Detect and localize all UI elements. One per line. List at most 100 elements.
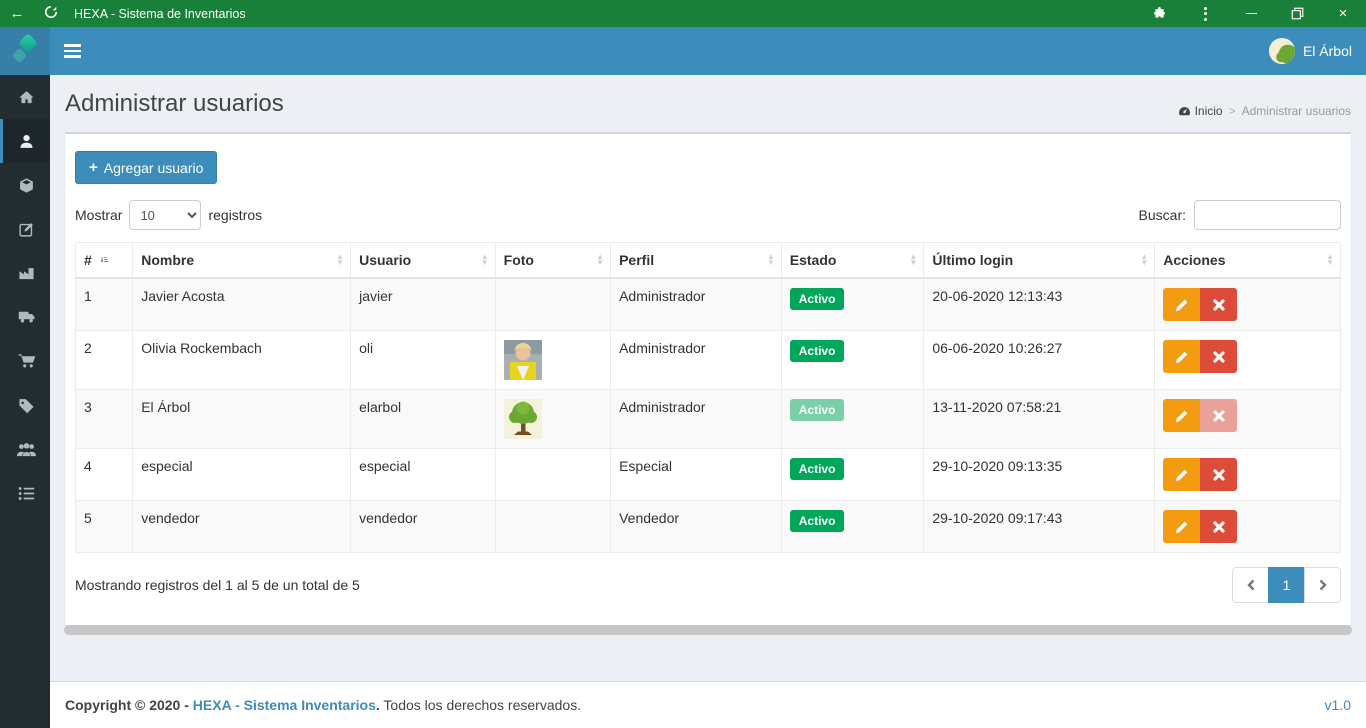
page-1-button[interactable]: 1 xyxy=(1268,567,1305,603)
breadcrumb-home-link[interactable]: Inicio xyxy=(1178,104,1223,118)
chevron-left-icon xyxy=(1246,579,1254,591)
breadcrumb-current: Administrar usuarios xyxy=(1241,104,1351,118)
table-header-row: # Nombre ▲ ▼ Usuario ▲ ▼ Foto ▲ ▼ Perfil ▲ ▼ Est… xyxy=(74,242,1341,279)
delete-user-button[interactable] xyxy=(1200,458,1238,491)
copyright-text: Copyright © 2020 - HEXA - Sistema Invent… xyxy=(65,697,582,713)
x-icon xyxy=(1213,409,1225,422)
browser-menu-icon[interactable] xyxy=(1182,6,1228,21)
datatable-footer: Mostrando registros del 1 al 5 de un tot… xyxy=(75,553,1341,615)
user-photo-tree xyxy=(503,399,542,439)
sort-icon: ▲ ▼ xyxy=(480,252,489,267)
next-page-button[interactable] xyxy=(1304,567,1341,603)
table-row: 1 Javier Acosta javier Administrador Act… xyxy=(74,277,1341,331)
home-icon xyxy=(19,90,34,103)
table-row: 5 vendedor vendedor Vendedor Activo 29-1… xyxy=(74,500,1341,553)
sort-asc-icon xyxy=(100,256,109,263)
header-nombre[interactable]: Nombre ▲ ▼ xyxy=(132,242,352,279)
users-table: # Nombre ▲ ▼ Usuario ▲ ▼ Foto ▲ ▼ Perfil ▲ ▼ Est… xyxy=(74,242,1341,553)
tree-avatar-icon xyxy=(1268,39,1295,64)
app-logo[interactable] xyxy=(0,27,50,75)
sidebar-item-home[interactable] xyxy=(0,75,50,119)
status-badge: Activo xyxy=(789,510,845,532)
header-acciones[interactable]: Acciones ▲ ▼ xyxy=(1154,242,1341,279)
delete-user-button[interactable] xyxy=(1200,510,1238,543)
sort-icon: ▲ ▼ xyxy=(766,252,775,267)
breadcrumb: Inicio > Administrar usuarios xyxy=(1178,104,1351,118)
pagination: 1 xyxy=(1232,567,1341,603)
header-usuario[interactable]: Usuario ▲ ▼ xyxy=(350,242,496,279)
dashboard-gauge-icon xyxy=(1178,106,1190,115)
shopping-cart-icon xyxy=(18,354,35,368)
header-estado[interactable]: Estado ▲ ▼ xyxy=(780,242,925,279)
records-info: Mostrando registros del 1 al 5 de un tot… xyxy=(75,577,360,593)
edit-user-button[interactable] xyxy=(1163,510,1201,543)
sidebar-item-edit[interactable] xyxy=(0,207,50,251)
restore-button[interactable] xyxy=(1274,0,1320,27)
edit-icon xyxy=(19,222,33,237)
sort-icon: ▲ ▼ xyxy=(1140,252,1149,267)
x-icon xyxy=(1213,468,1225,481)
delete-user-button[interactable] xyxy=(1200,288,1238,321)
table-row: 4 especial especial Especial Activo 29-1… xyxy=(74,448,1341,501)
status-badge: Activo xyxy=(789,458,845,480)
sidebar-toggle-button[interactable] xyxy=(50,27,95,75)
search-input[interactable] xyxy=(1194,200,1341,230)
user-name: El Árbol xyxy=(1302,43,1352,59)
sidebar-item-suppliers[interactable] xyxy=(0,295,50,339)
edit-user-button[interactable] xyxy=(1163,340,1201,373)
users-box: + Agregar usuario Mostrar 10 registros B… xyxy=(65,132,1351,625)
page-length-select[interactable]: 10 xyxy=(129,200,202,230)
hexa-logo-icon xyxy=(12,34,37,63)
sort-icon: ▲ ▼ xyxy=(1326,252,1334,267)
cube-icon xyxy=(20,177,33,193)
edit-user-button[interactable] xyxy=(1163,288,1201,321)
table-row: 2 Olivia Rockembach oli Administrador xyxy=(74,330,1341,390)
sidebar xyxy=(0,75,50,728)
brand-link[interactable]: HEXA - Sistema Inventarios xyxy=(192,697,376,713)
close-button[interactable]: × xyxy=(1338,5,1348,22)
content-area: Administrar usuarios Inicio > Administra… xyxy=(50,75,1366,681)
header-num[interactable]: # xyxy=(74,242,134,279)
truck-icon xyxy=(18,311,34,323)
x-icon xyxy=(1213,350,1225,363)
search-label: Buscar: xyxy=(1138,207,1186,223)
prev-page-button[interactable] xyxy=(1232,567,1269,603)
extensions-puzzle-icon[interactable] xyxy=(1136,6,1182,21)
user-photo-woman xyxy=(503,340,542,380)
users-group-icon xyxy=(17,442,36,456)
page-title: Administrar usuarios xyxy=(65,90,284,117)
status-badge: Activo xyxy=(789,288,845,310)
sort-icon: ▲ ▼ xyxy=(336,252,345,267)
sidebar-item-production[interactable] xyxy=(0,251,50,295)
edit-user-button[interactable] xyxy=(1163,458,1201,491)
records-label: registros xyxy=(208,207,263,223)
pencil-icon xyxy=(1175,469,1187,481)
header-ultimo-login[interactable]: Último login ▲ ▼ xyxy=(923,242,1156,279)
add-user-button[interactable]: + Agregar usuario xyxy=(75,151,218,184)
x-icon xyxy=(1213,520,1225,533)
header-perfil[interactable]: Perfil ▲ ▼ xyxy=(610,242,782,279)
plus-icon: + xyxy=(89,159,98,176)
horizontal-scrollbar[interactable] xyxy=(64,625,1352,635)
back-arrow-icon[interactable]: ← xyxy=(9,5,25,22)
tag-icon xyxy=(19,398,34,413)
pencil-icon xyxy=(1175,351,1187,363)
sidebar-item-reports[interactable] xyxy=(0,471,50,515)
delete-user-button-disabled[interactable] xyxy=(1200,399,1238,432)
sidebar-item-clients[interactable] xyxy=(0,427,50,471)
header-foto[interactable]: Foto ▲ ▼ xyxy=(494,242,612,279)
refresh-icon[interactable] xyxy=(34,5,68,23)
minimize-button[interactable] xyxy=(1228,0,1274,27)
chevron-right-icon xyxy=(1319,579,1327,591)
sidebar-item-products[interactable] xyxy=(0,163,50,207)
sidebar-item-categories[interactable] xyxy=(0,383,50,427)
delete-user-button[interactable] xyxy=(1200,340,1238,373)
table-row: 3 El Árbol elarbol Administrador Activo … xyxy=(74,389,1341,449)
footer: Copyright © 2020 - HEXA - Sistema Invent… xyxy=(50,681,1366,728)
edit-user-button[interactable] xyxy=(1163,399,1201,432)
sidebar-item-users[interactable] xyxy=(0,119,50,163)
user-menu[interactable]: El Árbol xyxy=(1255,27,1366,75)
sort-icon: ▲ ▼ xyxy=(596,252,605,267)
pencil-icon xyxy=(1175,410,1187,422)
sidebar-item-sales[interactable] xyxy=(0,339,50,383)
